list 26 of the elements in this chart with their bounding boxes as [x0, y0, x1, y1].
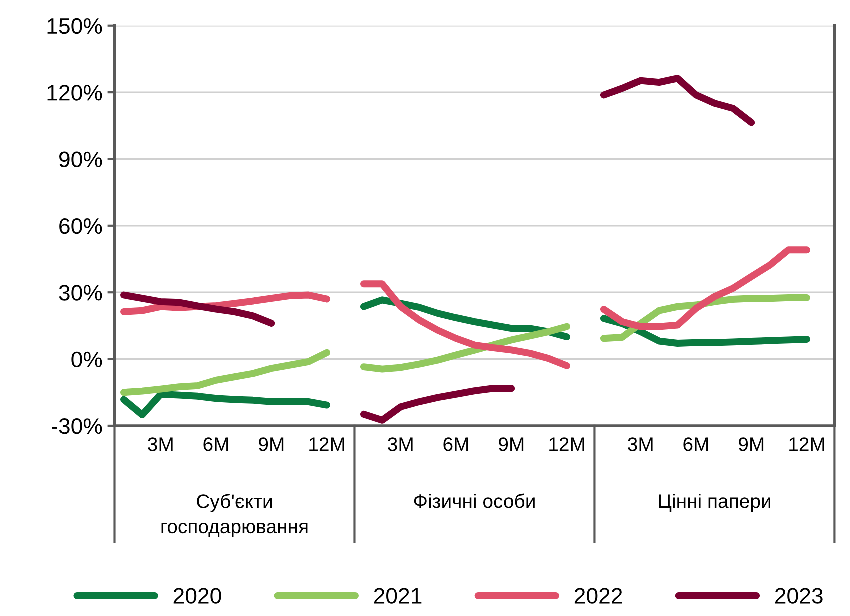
legend-label: 2021	[374, 588, 422, 604]
x-tick-label: 12M	[550, 438, 584, 452]
x-tick-label: 12M	[310, 438, 344, 452]
y-tick-label: 150%	[48, 18, 102, 34]
x-tick-label: 9M	[499, 438, 524, 452]
x-tick-label: 12M	[790, 438, 824, 452]
y-tick-label: 120%	[48, 85, 102, 101]
text: Суб'єкти господарювання	[162, 494, 308, 538]
legend-label: 2022	[574, 588, 622, 604]
x-tick-label: 6M	[444, 438, 468, 452]
x-tick-label: 3M	[628, 438, 653, 452]
text: Цінні папери	[659, 494, 770, 512]
y-tick-label: 0%	[72, 352, 102, 368]
legend-label: 2020	[174, 588, 222, 604]
y-tick-label: 30%	[59, 285, 102, 301]
y-tick-label: 60%	[60, 218, 102, 234]
y-tick-label: 90%	[60, 152, 102, 168]
y-tick-label: -30%	[52, 418, 102, 434]
x-tick-label: 9M	[259, 438, 284, 452]
x-tick-label: 6M	[204, 438, 228, 452]
legend-label: 2023	[775, 588, 823, 604]
x-tick-label: 9M	[739, 438, 764, 452]
text: Фізичні особи	[414, 494, 535, 508]
x-tick-label: 3M	[148, 438, 173, 452]
x-tick-label: 3M	[388, 438, 413, 452]
x-tick-label: 6M	[684, 438, 708, 452]
